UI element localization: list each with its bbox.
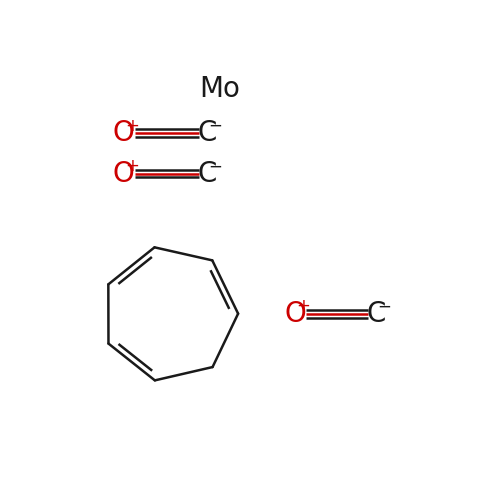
Text: +: + [297,297,310,316]
Text: O: O [113,119,135,147]
Text: −: − [208,117,222,135]
Text: C: C [197,119,217,147]
Text: −: − [208,157,222,175]
Text: +: + [125,157,139,175]
Text: O: O [113,160,135,188]
Text: C: C [367,300,386,328]
Text: C: C [197,160,217,188]
Text: Mo: Mo [199,75,240,103]
Text: −: − [377,297,391,316]
Text: O: O [285,300,306,328]
Text: +: + [125,117,139,135]
